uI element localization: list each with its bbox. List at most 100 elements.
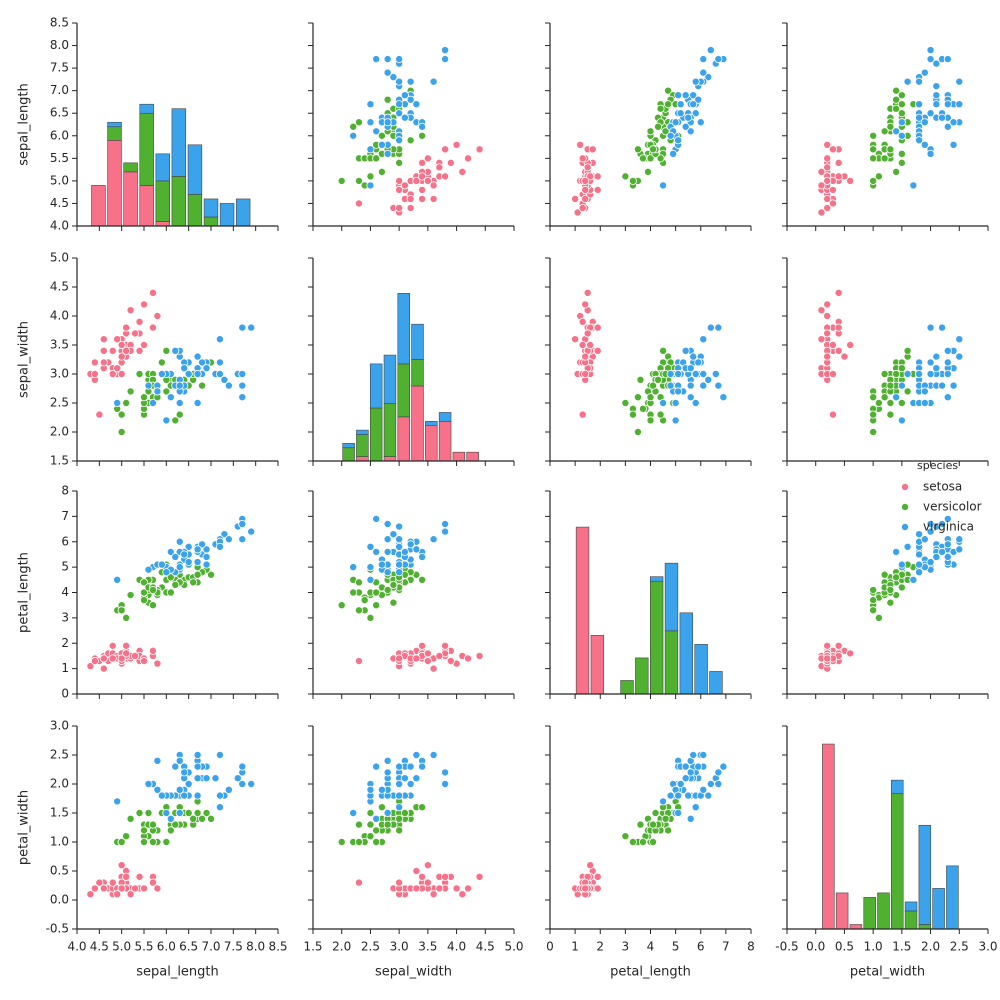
scatter-point — [475, 872, 484, 881]
scatter-point — [148, 878, 157, 887]
x-tick-label: 1.5 — [892, 940, 911, 954]
scatter-point — [193, 809, 202, 818]
scatter-point — [238, 780, 247, 789]
scatter-point — [139, 588, 148, 597]
scatter-point — [646, 154, 655, 163]
scatter-point — [139, 884, 148, 893]
scatter-point — [681, 91, 690, 100]
scatter-point — [926, 527, 935, 536]
scatter-point — [823, 163, 832, 172]
scatter-point — [654, 122, 663, 131]
y-tick-label: 1.0 — [50, 835, 69, 849]
scatter-point — [823, 352, 832, 361]
scatter-point — [144, 809, 153, 818]
y-tick-label: 8.5 — [50, 16, 69, 30]
scatter-point — [198, 540, 207, 549]
scatter-point — [915, 568, 924, 577]
scatter-point — [943, 393, 952, 402]
scatter-point — [659, 398, 668, 407]
scatter-point — [175, 785, 184, 794]
scatter-point — [593, 185, 602, 194]
scatter-point — [949, 118, 958, 127]
scatter-point — [395, 55, 404, 64]
scatter-point — [938, 381, 947, 390]
scatter-point — [686, 381, 695, 390]
scatter-point — [638, 838, 647, 847]
panel — [308, 490, 515, 699]
scatter-point — [955, 100, 964, 109]
scatter-point — [573, 208, 582, 217]
scatter-point — [418, 131, 427, 140]
scatter-point — [383, 768, 392, 777]
scatter-point — [238, 519, 247, 528]
scatter-point — [117, 606, 126, 615]
scatter-point — [162, 416, 171, 425]
histogram-bar — [904, 910, 918, 930]
scatter-point — [354, 820, 363, 829]
scatter-point — [897, 416, 906, 425]
x-axis-label: petal_width — [850, 965, 925, 980]
scatter-point — [238, 369, 247, 378]
scatter-point — [135, 317, 144, 326]
x-tick-label: 5 — [672, 940, 680, 954]
histogram-bar — [187, 144, 203, 195]
scatter-point — [886, 598, 895, 607]
scatter-point — [674, 387, 683, 396]
scatter-point — [699, 381, 708, 390]
scatter-point — [628, 176, 637, 185]
y-tick-label: 1.5 — [50, 806, 69, 820]
scatter-point — [383, 149, 392, 158]
histogram-bar — [356, 429, 369, 435]
scatter-point — [139, 340, 148, 349]
scatter-point — [148, 288, 157, 297]
scatter-point — [366, 575, 375, 584]
scatter-point — [395, 136, 404, 145]
scatter-point — [395, 803, 404, 812]
legend-label: virginica — [923, 520, 974, 534]
scatter-point — [99, 335, 108, 344]
scatter-point — [915, 560, 924, 569]
scatter-point — [892, 127, 901, 136]
y-tick-label: 2.5 — [50, 396, 69, 410]
scatter-point — [938, 519, 947, 528]
scatter-point — [452, 140, 461, 149]
scatter-point — [198, 358, 207, 367]
scatter-point — [920, 68, 929, 77]
x-tick-label: 7 — [722, 940, 730, 954]
scatter-point — [198, 814, 207, 823]
scatter-point — [943, 55, 952, 64]
scatter-point — [354, 118, 363, 127]
scatter-point — [714, 381, 723, 390]
histogram-bar — [918, 924, 932, 930]
scatter-point — [184, 809, 193, 818]
scatter-point — [383, 519, 392, 528]
scatter-point — [656, 410, 665, 419]
scatter-point — [686, 768, 695, 777]
scatter-point — [153, 785, 162, 794]
histogram-bar — [822, 743, 835, 930]
scatter-point — [247, 780, 256, 789]
scatter-point — [366, 832, 375, 841]
scatter-point — [694, 358, 703, 367]
scatter-point — [441, 145, 450, 154]
scatter-point — [869, 131, 878, 140]
scatter-point — [220, 375, 229, 384]
scatter-point — [938, 113, 947, 122]
scatter-point — [108, 346, 117, 355]
scatter-point — [337, 838, 346, 847]
x-tick-label: 1 — [571, 940, 579, 954]
scatter-point — [122, 641, 131, 650]
scatter-point — [817, 335, 826, 344]
scatter-point — [583, 329, 592, 338]
scatter-point — [578, 203, 587, 212]
y-tick-label: 5 — [61, 560, 69, 574]
scatter-point — [372, 838, 381, 847]
scatter-point — [909, 575, 918, 584]
panel: -0.5 0.0 0.5 1.0 1.5 2.0 2.5 3.0 4.0 4.5 5.0 5.5 6.0… — [46, 719, 288, 954]
scatter-point — [175, 410, 184, 419]
histogram-bar — [891, 793, 904, 930]
histogram-bar — [590, 635, 605, 695]
scatter-point — [458, 167, 467, 176]
scatter-point — [817, 167, 826, 176]
scatter-point — [915, 550, 924, 559]
